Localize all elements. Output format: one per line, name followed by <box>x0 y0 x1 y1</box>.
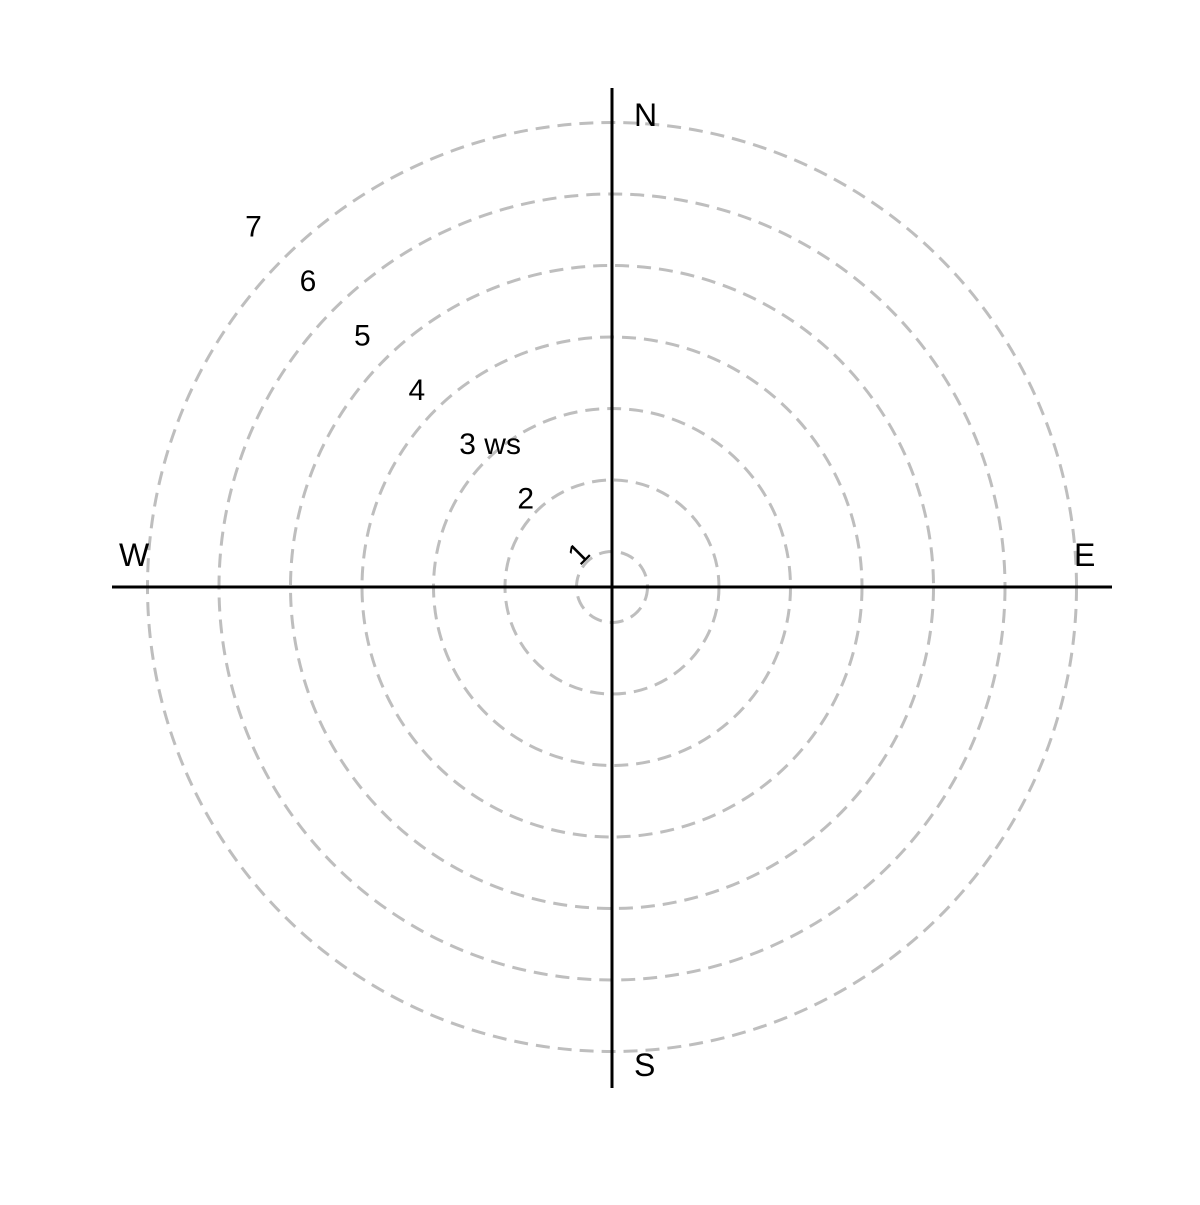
ring-tick-label-1: 1 <box>561 536 596 571</box>
compass-south-label: S <box>634 1047 655 1083</box>
ring-tick-label-7: 7 <box>245 210 262 243</box>
ring-tick-label-3: 3 ws <box>459 428 521 461</box>
ring-tick-label-5: 5 <box>354 319 371 352</box>
ring-tick-label-2: 2 <box>517 483 534 516</box>
ring-tick-label-6: 6 <box>300 265 317 298</box>
compass-axes <box>112 88 1112 1088</box>
compass-west-label: W <box>119 537 150 573</box>
compass-east-label: E <box>1074 537 1095 573</box>
labels: N S E W <box>119 97 1095 1083</box>
compass-north-label: N <box>634 97 657 133</box>
ring-tick-label-4: 4 <box>408 374 425 407</box>
